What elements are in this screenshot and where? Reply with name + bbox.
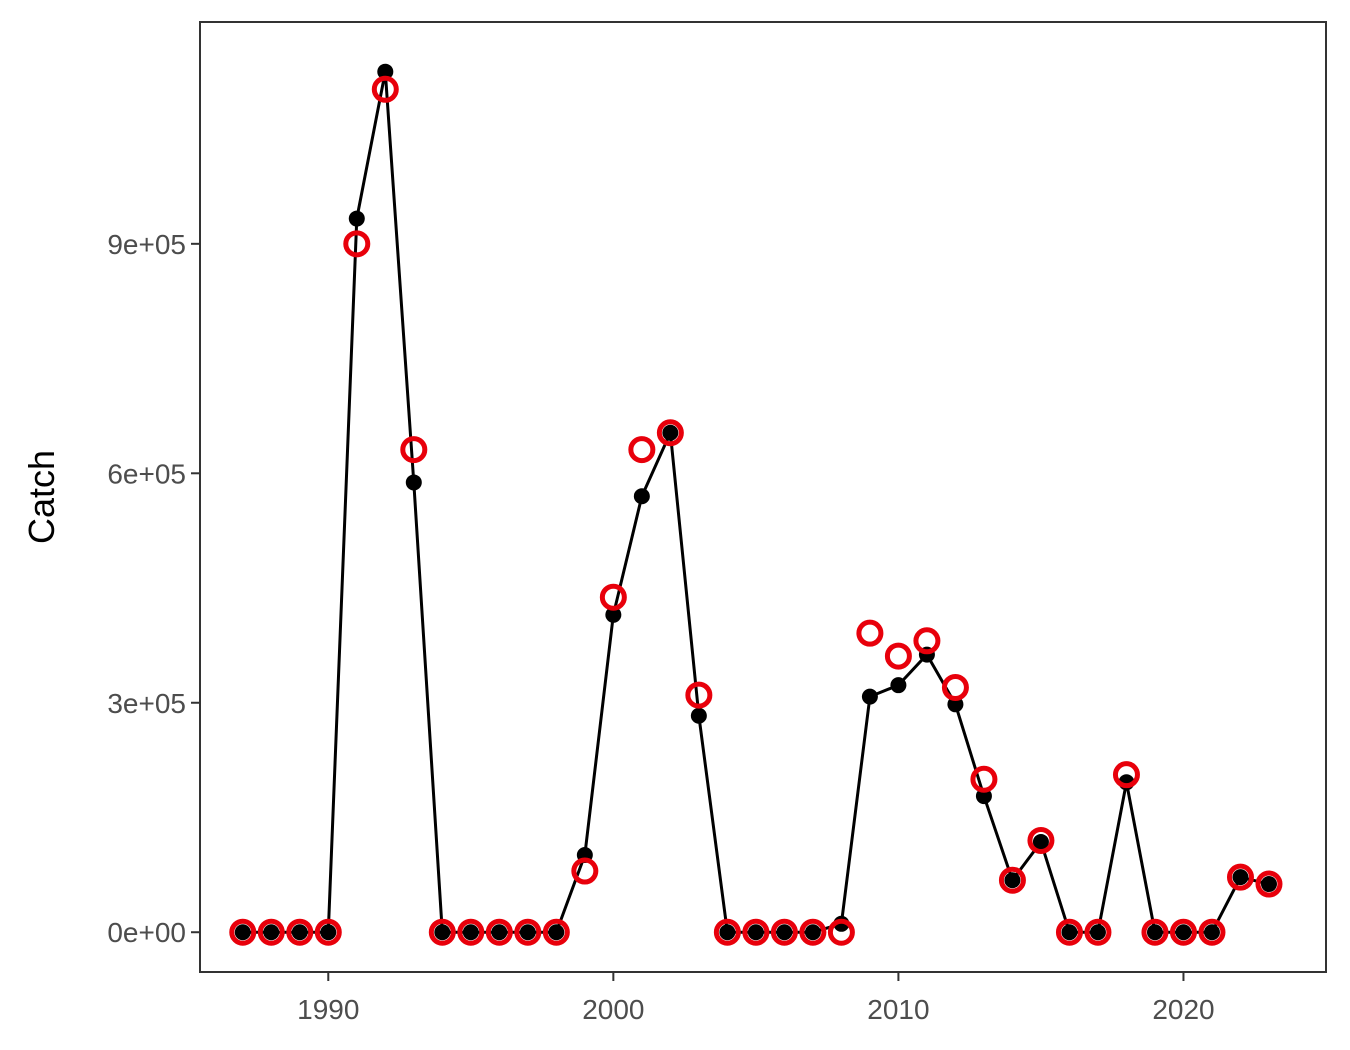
observed-point	[662, 424, 679, 441]
observed-point	[1089, 924, 1106, 941]
plot-background	[200, 22, 1326, 972]
observed-point	[320, 924, 337, 941]
y-axis: 0e+00 3e+05 6e+05 9e+05	[107, 229, 200, 948]
predicted-point	[1141, 918, 1169, 946]
predicted-point	[827, 918, 855, 946]
observed-point	[348, 210, 365, 227]
observed-point	[1146, 924, 1163, 941]
observed-point	[234, 924, 251, 941]
observed-point	[548, 924, 565, 941]
predicted-point	[400, 436, 428, 464]
predicted-point	[799, 918, 827, 946]
observed-point	[462, 924, 479, 941]
predicted-point	[1084, 918, 1112, 946]
observed-point	[377, 63, 394, 80]
x-tick-label: 2020	[1152, 994, 1214, 1025]
predicted-point	[1226, 863, 1254, 891]
predicted-point	[542, 918, 570, 946]
observed-point	[861, 688, 878, 705]
predicted-point	[742, 918, 770, 946]
observed-point	[776, 924, 793, 941]
predicted-point	[514, 918, 542, 946]
predicted-point	[770, 918, 798, 946]
observed-point	[1232, 869, 1249, 886]
predicted-point	[229, 918, 257, 946]
y-tick-label: 3e+05	[107, 688, 186, 719]
predicted-point	[314, 918, 342, 946]
x-axis: 1990 2000 2010 2020	[297, 972, 1215, 1025]
predicted-point	[457, 918, 485, 946]
predicted-point	[1169, 918, 1197, 946]
x-tick-label: 1990	[297, 994, 359, 1025]
predicted-point	[1027, 826, 1055, 854]
observed-point	[1260, 876, 1277, 893]
predicted-point	[371, 75, 399, 103]
series-layer	[229, 63, 1283, 946]
observed-point	[747, 924, 764, 941]
predicted-point	[571, 857, 599, 885]
predicted-point	[1198, 918, 1226, 946]
observed-point	[605, 606, 622, 623]
y-tick-label: 0e+00	[107, 917, 186, 948]
predicted-point	[599, 583, 627, 611]
observed-point	[1061, 924, 1078, 941]
predicted-point	[257, 918, 285, 946]
y-tick-label: 6e+05	[107, 458, 186, 489]
predicted-point	[1255, 870, 1283, 898]
y-tick-label: 9e+05	[107, 229, 186, 260]
predicted-point	[685, 681, 713, 709]
predicted-point	[941, 673, 969, 701]
observed-point	[1004, 872, 1021, 889]
predicted-point	[485, 918, 513, 946]
predicted-point	[343, 230, 371, 258]
observed-point	[519, 924, 536, 941]
predicted-point	[428, 918, 456, 946]
observed-point	[405, 474, 422, 491]
observed-point	[434, 924, 451, 941]
observed-point	[690, 707, 707, 724]
observed-point	[1203, 924, 1220, 941]
predicted-point	[970, 765, 998, 793]
observed-point	[719, 924, 736, 941]
predicted-point	[628, 436, 656, 464]
observed-point	[804, 924, 821, 941]
observed-point	[633, 488, 650, 505]
predicted-point	[856, 619, 884, 647]
x-tick-label: 2010	[867, 994, 929, 1025]
predicted-point	[1112, 761, 1140, 789]
predicted-point	[913, 627, 941, 655]
predicted-point	[286, 918, 314, 946]
observed-point	[1175, 924, 1192, 941]
observed-point	[890, 677, 907, 694]
observed-point	[491, 924, 508, 941]
predicted-point	[1055, 918, 1083, 946]
x-tick-label: 2000	[582, 994, 644, 1025]
y-axis-title: Catch	[21, 450, 62, 544]
predicted-point	[713, 918, 741, 946]
predicted-point	[884, 642, 912, 670]
observed-point	[263, 924, 280, 941]
observed-point	[1032, 833, 1049, 850]
predicted-point	[656, 419, 684, 447]
predicted-point	[998, 866, 1026, 894]
plot-frame	[199, 21, 1327, 973]
observed-point	[291, 924, 308, 941]
